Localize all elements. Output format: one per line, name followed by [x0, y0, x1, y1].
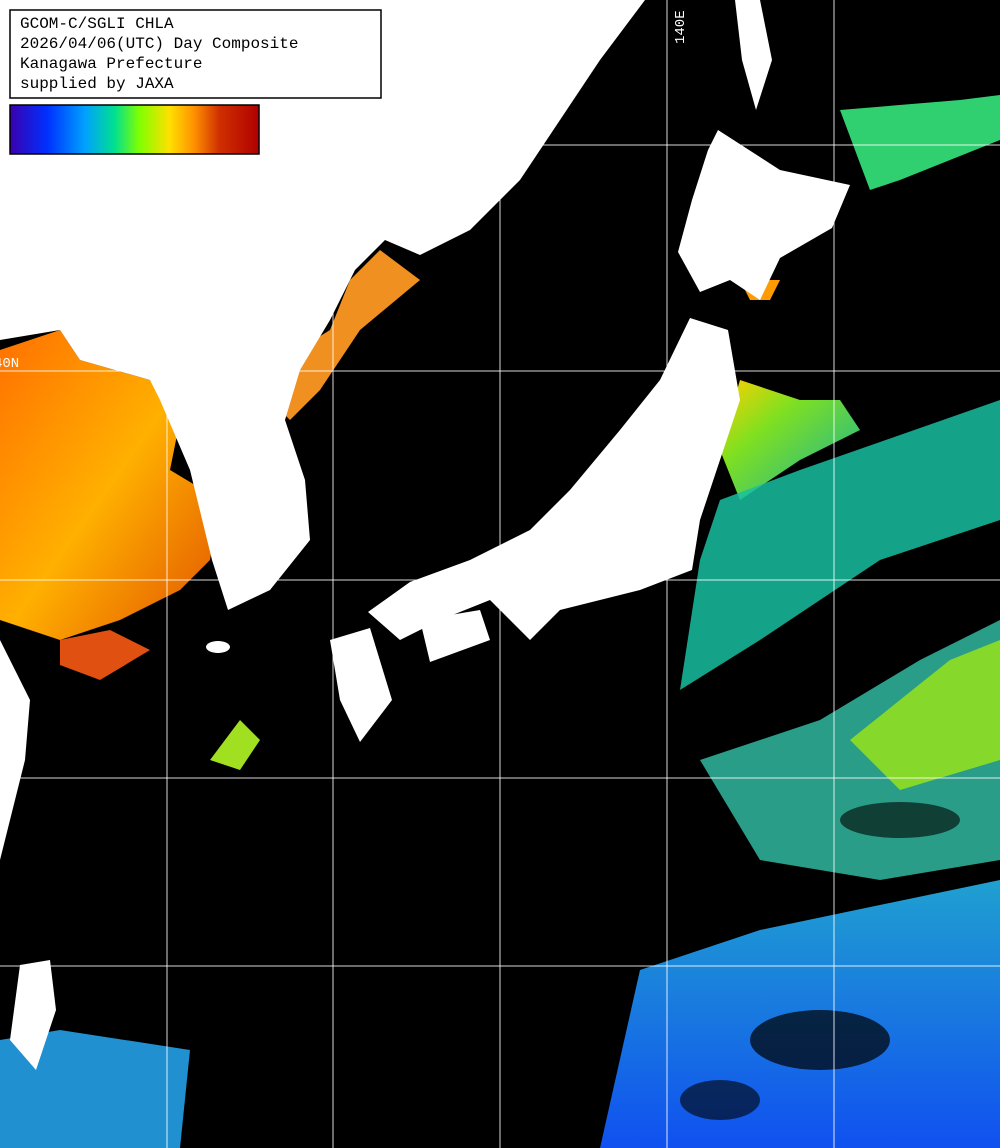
cloud-gap	[840, 802, 960, 838]
longitude-label: 140E	[673, 10, 689, 44]
header-line: 2026/04/06(UTC) Day Composite	[20, 35, 298, 53]
header-line: Kanagawa Prefecture	[20, 55, 202, 73]
cloud-gap	[750, 1010, 890, 1070]
kuroshio-band	[680, 400, 1000, 690]
chlorophyll-layer	[0, 95, 1000, 1148]
header-line: GCOM-C/SGLI CHLA	[20, 15, 174, 33]
latitude-label: 40N	[0, 356, 19, 372]
header-line: supplied by JAXA	[20, 75, 174, 93]
color-bar	[9, 104, 260, 155]
jeju	[206, 641, 230, 653]
east-china-sea-patch	[210, 720, 260, 770]
kuril-patch	[840, 95, 1000, 190]
hokkaido	[678, 130, 850, 300]
tohoku-patch	[720, 380, 860, 500]
south-china-sea-patch	[0, 1030, 190, 1148]
honshu	[368, 318, 740, 640]
kyushu	[330, 628, 392, 742]
shikoku	[420, 610, 490, 662]
header-box	[9, 9, 382, 99]
sakhalin	[735, 0, 772, 110]
china-coast	[0, 640, 30, 860]
coastal-patch	[60, 630, 150, 680]
cloud-gap	[680, 1080, 760, 1120]
pacific-bloom	[850, 640, 1000, 790]
latitude-label: 30N	[0, 763, 19, 779]
taiwan	[10, 960, 56, 1070]
